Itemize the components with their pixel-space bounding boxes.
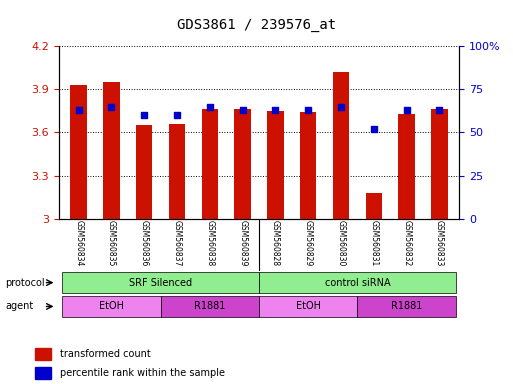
Text: GSM560833: GSM560833 bbox=[435, 220, 444, 267]
Bar bbox=[431, 109, 448, 219]
Text: GSM560830: GSM560830 bbox=[337, 220, 346, 267]
Text: GSM560829: GSM560829 bbox=[304, 220, 313, 266]
Point bbox=[140, 112, 148, 118]
Bar bbox=[358, 296, 456, 317]
Text: GSM560832: GSM560832 bbox=[402, 220, 411, 266]
Text: transformed count: transformed count bbox=[61, 349, 151, 359]
Bar bbox=[234, 109, 251, 219]
Bar bbox=[259, 296, 358, 317]
Text: GDS3861 / 239576_at: GDS3861 / 239576_at bbox=[177, 18, 336, 32]
Bar bbox=[169, 124, 185, 219]
Bar bbox=[62, 296, 161, 317]
Text: GSM560839: GSM560839 bbox=[238, 220, 247, 267]
Bar bbox=[399, 114, 415, 219]
Bar bbox=[333, 72, 349, 219]
Bar bbox=[259, 272, 456, 293]
Bar bbox=[62, 272, 259, 293]
Bar bbox=[267, 111, 284, 219]
Point bbox=[337, 104, 345, 110]
Bar bbox=[161, 296, 259, 317]
Text: R1881: R1881 bbox=[194, 301, 226, 311]
Text: EtOH: EtOH bbox=[296, 301, 321, 311]
Text: control siRNA: control siRNA bbox=[325, 278, 390, 288]
Bar bbox=[103, 82, 120, 219]
Point bbox=[239, 107, 247, 113]
Text: GSM560837: GSM560837 bbox=[172, 220, 182, 267]
Text: protocol: protocol bbox=[5, 278, 45, 288]
Text: SRF Silenced: SRF Silenced bbox=[129, 278, 192, 288]
Bar bbox=[70, 85, 87, 219]
Bar bbox=[35, 367, 51, 379]
Text: GSM560828: GSM560828 bbox=[271, 220, 280, 266]
Bar bbox=[202, 109, 218, 219]
Bar bbox=[136, 125, 152, 219]
Point bbox=[173, 112, 181, 118]
Point bbox=[271, 107, 280, 113]
Point bbox=[370, 126, 378, 132]
Text: GSM560838: GSM560838 bbox=[205, 220, 214, 266]
Point bbox=[403, 107, 411, 113]
Bar bbox=[35, 348, 51, 360]
Text: GSM560831: GSM560831 bbox=[369, 220, 379, 266]
Text: R1881: R1881 bbox=[391, 301, 422, 311]
Point bbox=[107, 104, 115, 110]
Text: GSM560836: GSM560836 bbox=[140, 220, 149, 267]
Text: GSM560835: GSM560835 bbox=[107, 220, 116, 267]
Text: GSM560834: GSM560834 bbox=[74, 220, 83, 267]
Point bbox=[206, 104, 214, 110]
Point bbox=[304, 107, 312, 113]
Point bbox=[436, 107, 444, 113]
Text: agent: agent bbox=[5, 301, 33, 311]
Bar bbox=[300, 112, 317, 219]
Point bbox=[74, 107, 83, 113]
Bar bbox=[366, 193, 382, 219]
Text: percentile rank within the sample: percentile rank within the sample bbox=[61, 368, 225, 378]
Text: EtOH: EtOH bbox=[99, 301, 124, 311]
